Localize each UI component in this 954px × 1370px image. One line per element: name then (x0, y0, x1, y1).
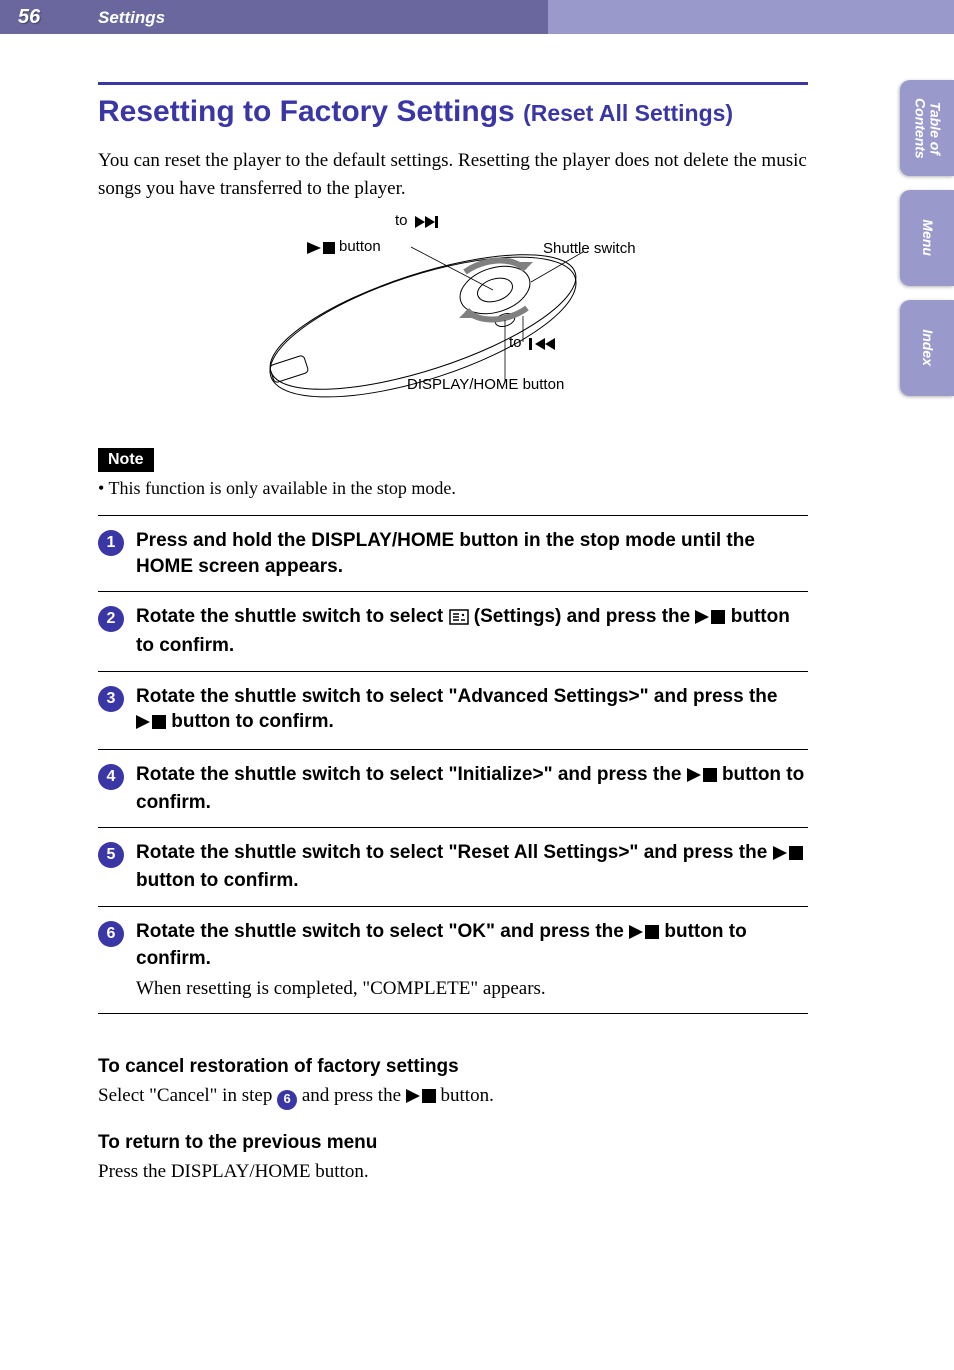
play-stop-icon (687, 764, 717, 790)
title-sub: (Reset All Settings) (523, 100, 733, 126)
side-tabs: Table of Contents Menu Index (900, 80, 954, 396)
play-stop-icon (136, 711, 166, 737)
tab-label: Menu (919, 220, 934, 257)
diagram-label-display-home: DISPLAY/HOME button (407, 376, 564, 393)
step-text: Press and hold the DISPLAY/HOME button i… (136, 530, 755, 577)
note-label: Note (98, 448, 154, 472)
step-text: (Settings) and press the (469, 606, 696, 627)
play-stop-icon (695, 606, 725, 632)
return-text: Press the DISPLAY/HOME button. (98, 1158, 808, 1186)
tab-table-of-contents[interactable]: Table of Contents (900, 80, 954, 176)
step-row: 2 Rotate the shuttle switch to select (S… (98, 592, 808, 671)
settings-icon (449, 607, 469, 633)
step-body: Rotate the shuttle switch to select "Ini… (136, 762, 808, 815)
step-row: 5 Rotate the shuttle switch to select "R… (98, 828, 808, 906)
play-stop-icon (773, 842, 803, 868)
step-text: Rotate the shuttle switch to select (136, 606, 449, 627)
diagram-label-to-prev: to (509, 334, 522, 351)
note-text: • This function is only available in the… (98, 478, 808, 499)
step-after-text: When resetting is completed, "COMPLETE" … (136, 976, 808, 1002)
cancel-text-part: Select "Cancel" in step (98, 1085, 277, 1106)
step-number: 6 (98, 921, 124, 947)
step-body: Rotate the shuttle switch to select (Set… (136, 604, 808, 658)
play-stop-icon (629, 921, 659, 947)
step-row: 6 Rotate the shuttle switch to select "O… (98, 907, 808, 1015)
post-section: To cancel restoration of factory setting… (98, 1056, 808, 1185)
step-body: Rotate the shuttle switch to select "Res… (136, 840, 808, 893)
step-body: Rotate the shuttle switch to select "Adv… (136, 684, 808, 737)
step-text: button to confirm. (166, 711, 334, 732)
diagram-label-to-next: to (395, 212, 408, 229)
note-text-value: This function is only available in the s… (108, 478, 455, 498)
tab-label: Table of Contents (912, 98, 943, 159)
tab-menu[interactable]: Menu (900, 190, 954, 286)
step-text: Rotate the shuttle switch to select "Ini… (136, 764, 687, 785)
step-row: 4 Rotate the shuttle switch to select "I… (98, 750, 808, 828)
step-number: 3 (98, 686, 124, 712)
play-stop-icon (406, 1084, 436, 1112)
step-row: 1 Press and hold the DISPLAY/HOME button… (98, 516, 808, 592)
step-number: 1 (98, 530, 124, 556)
tab-label: Index (919, 330, 934, 367)
section-title: Settings (98, 8, 165, 28)
tab-index[interactable]: Index (900, 300, 954, 396)
cancel-text-part: button. (436, 1085, 494, 1106)
step-text: Rotate the shuttle switch to select "Res… (136, 842, 773, 863)
page-number: 56 (18, 6, 40, 29)
step-number: 4 (98, 764, 124, 790)
step-body: Press and hold the DISPLAY/HOME button i… (136, 528, 808, 579)
header-bar: 56 Settings (0, 0, 954, 34)
cancel-text: Select "Cancel" in step 6 and press the … (98, 1082, 808, 1112)
step-number: 2 (98, 606, 124, 632)
title-main: Resetting to Factory Settings (98, 95, 515, 128)
header-bar-dark (0, 0, 548, 34)
step-text: Rotate the shuttle switch to select "Adv… (136, 686, 777, 707)
step-row: 3 Rotate the shuttle switch to select "A… (98, 672, 808, 750)
intro-text: You can reset the player to the default … (98, 147, 808, 202)
page-content: Resetting to Factory Settings (Reset All… (0, 34, 954, 1186)
steps-list: 1 Press and hold the DISPLAY/HOME button… (98, 515, 808, 1014)
device-diagram: to button Shuttle switch to DISPLAY/HOME… (243, 212, 663, 412)
inline-step-number: 6 (277, 1090, 297, 1110)
step-text: Rotate the shuttle switch to select "OK"… (136, 921, 629, 942)
cancel-text-part: and press the (297, 1085, 406, 1106)
return-heading: To return to the previous menu (98, 1132, 808, 1154)
title-rule (98, 82, 808, 85)
diagram-label-button: button (339, 238, 381, 255)
page-title: Resetting to Factory Settings (Reset All… (98, 95, 808, 129)
cancel-heading: To cancel restoration of factory setting… (98, 1056, 808, 1078)
step-body: Rotate the shuttle switch to select "OK"… (136, 919, 808, 1002)
step-number: 5 (98, 842, 124, 868)
diagram-label-shuttle: Shuttle switch (543, 240, 636, 257)
step-text: button to confirm. (136, 870, 299, 891)
